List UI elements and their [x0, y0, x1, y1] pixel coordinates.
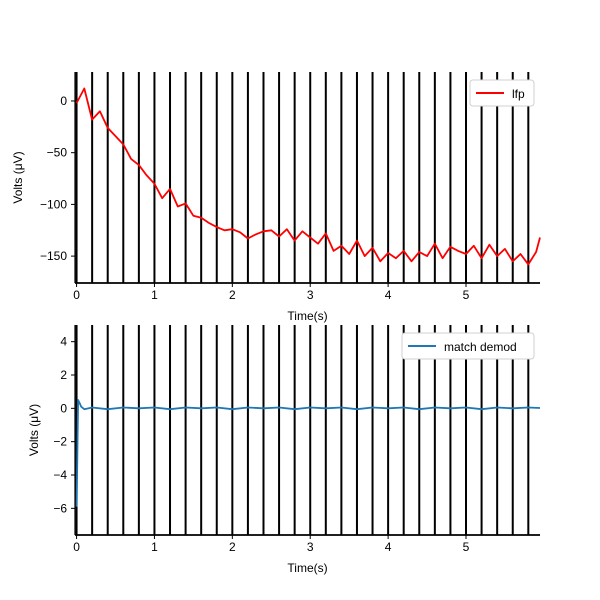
x-tick-label: 0	[73, 540, 80, 554]
y-tick-label: −4	[53, 468, 67, 482]
plot-series	[75, 87, 541, 266]
x-tick-label: 3	[307, 540, 314, 554]
y-tick-label: 0	[60, 94, 67, 108]
tick-labels: 0 1 2 3 4 5 4 2 0 −2 −4 −6	[53, 335, 469, 554]
x-tick-label: 4	[385, 540, 392, 554]
y-tick-label: −50	[47, 146, 68, 160]
legend-label: match demod	[444, 340, 517, 354]
x-tick-label: 2	[229, 288, 236, 302]
legend: lfp	[469, 79, 535, 107]
y-tick-label: −6	[53, 501, 67, 515]
y-tick-label: 4	[60, 335, 67, 349]
legend-label: lfp	[512, 87, 525, 101]
x-tick-label: 5	[463, 288, 470, 302]
x-tick-label: 1	[151, 288, 158, 302]
match-demod-panel: 0 1 2 3 4 5 4 2 0 −2 −4 −6 Time(s) Volts (μV) match…	[27, 325, 541, 575]
x-tick-label: 1	[151, 540, 158, 554]
x-axis-label: Time(s)	[287, 309, 327, 323]
x-tick-label: 3	[307, 288, 314, 302]
x-tick-label: 2	[229, 540, 236, 554]
plot-series	[75, 399, 541, 507]
y-tick-label: −100	[40, 197, 67, 211]
y-tick-label: 0	[60, 401, 67, 415]
lfp-panel: 0 1 2 3 4 5 0 −50 −100 −150 Time(s) Volts (μV) lf…	[11, 72, 541, 323]
x-tick-label: 0	[73, 288, 80, 302]
series-line-match-demod	[75, 399, 541, 507]
axes	[74, 72, 540, 284]
legend-box	[401, 332, 535, 360]
legend: match demod	[401, 332, 535, 360]
y-tick-label: −150	[40, 249, 67, 263]
series-line-lfp	[75, 87, 541, 266]
axes	[74, 325, 540, 536]
y-tick-label: −2	[53, 435, 67, 449]
y-tick-label: 2	[60, 368, 67, 382]
x-tick-label: 4	[385, 288, 392, 302]
x-tick-label: 5	[463, 540, 470, 554]
y-axis-label: Volts (μV)	[11, 151, 25, 203]
y-axis-label: Volts (μV)	[27, 404, 41, 456]
tick-labels: 0 1 2 3 4 5 0 −50 −100 −150	[40, 94, 470, 302]
stimulus-markers	[75, 72, 530, 283]
x-axis-label: Time(s)	[287, 561, 327, 575]
